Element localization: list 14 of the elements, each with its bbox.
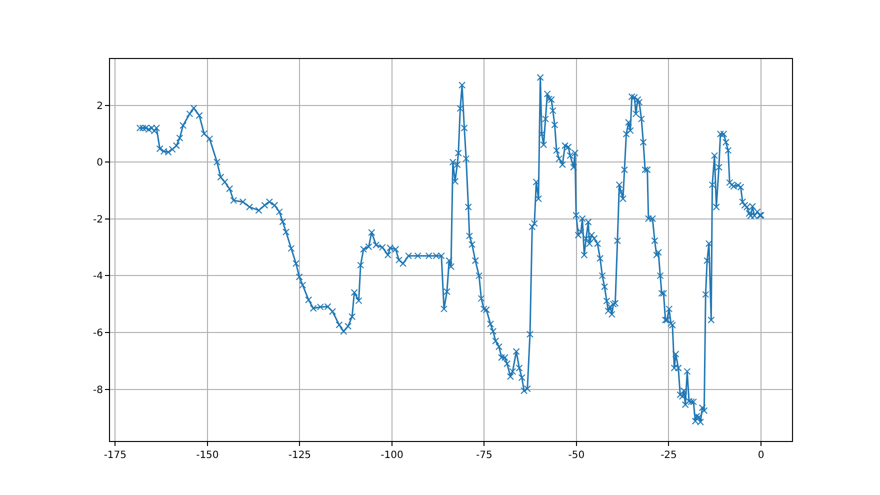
x-tick-label: -150 [196, 450, 219, 461]
y-tick-label: -8 [93, 384, 103, 396]
y-tick-label: 2 [96, 100, 103, 112]
x-tick-label: -125 [288, 450, 312, 461]
x-tick-label: -25 [660, 450, 677, 461]
y-tick-label: -6 [93, 328, 103, 340]
y-tick-label: -4 [93, 271, 103, 282]
x-tick-label: -175 [104, 450, 127, 461]
x-tick-label: 0 [758, 450, 764, 461]
y-tick-label: -2 [93, 214, 103, 226]
x-tick-label: -75 [476, 450, 492, 461]
x-tick-label: -100 [380, 450, 404, 461]
y-tick-label: 0 [96, 158, 103, 169]
x-tick-label: -50 [568, 450, 585, 461]
